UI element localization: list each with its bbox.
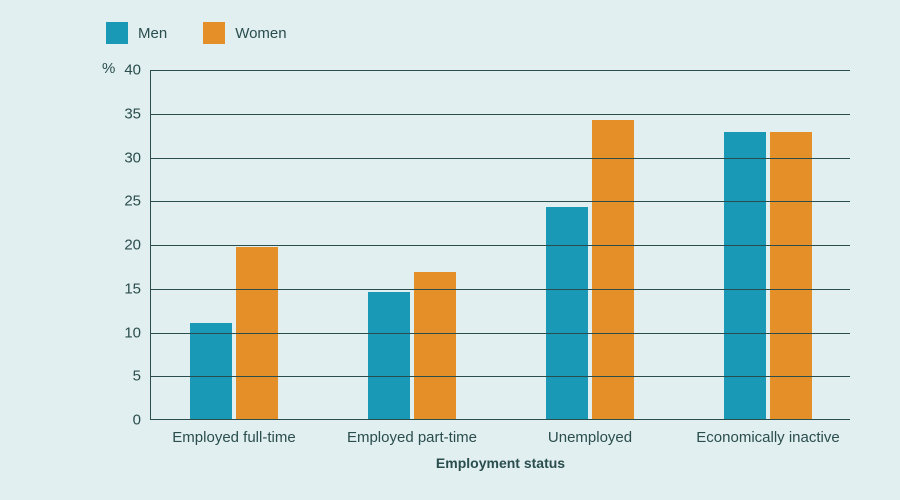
y-tick-label: 5 [133,368,151,385]
legend-label-men: Men [138,25,167,42]
legend: Men Women [106,22,287,44]
gridline [151,70,850,71]
gridline [151,158,850,159]
chart-area: % Employment status 0510152025303540Empl… [0,60,900,480]
y-tick-label: 15 [124,280,151,297]
legend-item-women: Women [203,22,286,44]
y-tick-label: 30 [124,149,151,166]
y-tick-label: 20 [124,237,151,254]
bar-women [592,120,634,419]
y-tick-label: 35 [124,105,151,122]
legend-label-women: Women [235,25,286,42]
x-tick-label: Employed part-time [347,419,477,446]
gridline [151,333,850,334]
bar-men [190,323,232,419]
y-tick-label: 25 [124,193,151,210]
gridline [151,245,850,246]
y-tick-label: 0 [133,412,151,429]
legend-swatch-men [106,22,128,44]
y-tick-label: 40 [124,62,151,79]
plot-region: Employment status 0510152025303540Employ… [150,70,850,420]
gridline [151,201,850,202]
y-tick-label: 10 [124,324,151,341]
bar-women [414,272,456,419]
legend-swatch-women [203,22,225,44]
legend-item-men: Men [106,22,167,44]
bar-men [368,292,410,419]
gridline [151,289,850,290]
y-axis-unit: % [102,60,115,77]
gridline [151,114,850,115]
gridline [151,376,850,377]
bar-men [546,207,588,419]
x-tick-label: Economically inactive [696,419,839,446]
x-tick-label: Unemployed [548,419,632,446]
x-tick-label: Employed full-time [172,419,295,446]
